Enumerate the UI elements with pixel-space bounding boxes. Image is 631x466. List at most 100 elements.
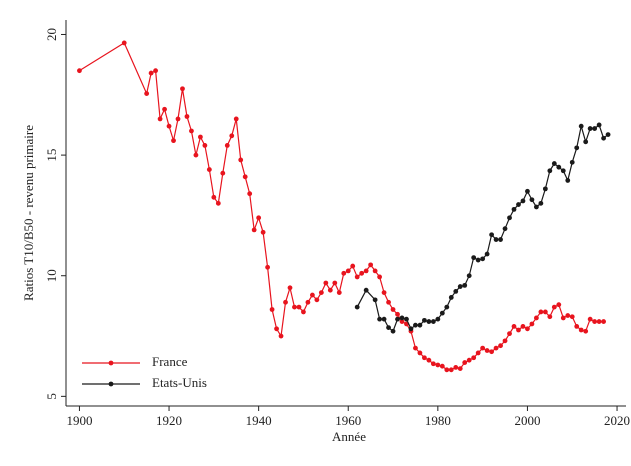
- data-point: [238, 157, 244, 163]
- data-point: [439, 310, 445, 316]
- data-point: [417, 322, 423, 328]
- data-point: [538, 309, 544, 315]
- x-tick-label: 1960: [335, 413, 361, 428]
- data-point: [336, 290, 342, 296]
- data-point: [569, 314, 575, 320]
- data-point: [372, 268, 378, 274]
- data-point: [520, 323, 526, 329]
- data-point: [462, 282, 468, 288]
- data-point: [162, 106, 167, 112]
- data-point: [601, 319, 606, 324]
- data-point: [605, 132, 611, 137]
- data-point: [587, 316, 593, 322]
- data-point: [327, 287, 333, 293]
- data-point: [413, 322, 418, 328]
- x-tick-label: 1940: [246, 413, 272, 428]
- data-point: [323, 280, 329, 286]
- x-tick-label: 2000: [514, 413, 540, 428]
- data-point: [525, 326, 530, 332]
- data-point: [251, 227, 257, 233]
- data-point: [430, 319, 436, 324]
- data-point: [256, 215, 262, 221]
- data-point: [565, 313, 571, 318]
- data-point: [534, 204, 539, 210]
- data-point: [453, 365, 459, 370]
- data-point: [475, 350, 481, 356]
- data-point: [484, 348, 490, 353]
- legend-marker: [108, 381, 114, 387]
- data-point: [578, 327, 584, 333]
- data-point: [471, 255, 477, 261]
- y-axis-title: Ratios T10/B50 - revenu primaire: [21, 125, 36, 301]
- data-point: [354, 274, 360, 280]
- data-point: [381, 316, 387, 322]
- data-point: [448, 295, 454, 300]
- data-point: [202, 143, 208, 148]
- data-point: [484, 251, 490, 257]
- data-point: [547, 314, 553, 320]
- data-point: [538, 200, 544, 206]
- data-point: [569, 159, 575, 165]
- data-point: [444, 304, 450, 310]
- data-point: [292, 304, 297, 310]
- x-axis-title: Année: [332, 429, 366, 444]
- data-point: [448, 367, 454, 373]
- data-point: [242, 174, 248, 180]
- data-point: [399, 315, 405, 321]
- data-point: [525, 188, 530, 194]
- data-point: [395, 311, 400, 317]
- data-point: [77, 68, 82, 74]
- data-point: [359, 270, 365, 276]
- data-point: [314, 297, 320, 303]
- data-point: [422, 317, 427, 323]
- data-point: [153, 68, 159, 74]
- data-point: [430, 361, 436, 367]
- data-point: [390, 328, 396, 334]
- data-point: [457, 366, 463, 372]
- data-point: [408, 326, 414, 332]
- data-point: [534, 315, 539, 321]
- data-point: [583, 139, 589, 145]
- data-point: [520, 198, 526, 204]
- data-point: [283, 299, 288, 305]
- data-point: [198, 134, 203, 140]
- x-tick-label: 1920: [156, 413, 182, 428]
- data-point: [493, 345, 499, 351]
- x-tick-label: 1900: [66, 413, 92, 428]
- data-point: [390, 307, 396, 312]
- legend-marker: [108, 360, 114, 366]
- data-point: [529, 197, 535, 203]
- legend-label: France: [152, 354, 188, 369]
- data-point: [435, 362, 441, 368]
- data-point: [596, 319, 602, 324]
- data-point: [422, 355, 427, 361]
- data-point: [211, 194, 217, 200]
- data-point: [560, 168, 566, 174]
- data-point: [310, 292, 315, 298]
- data-point: [551, 304, 557, 310]
- data-point: [511, 323, 517, 329]
- data-point: [381, 290, 387, 296]
- data-point: [578, 123, 584, 129]
- data-point: [529, 321, 535, 327]
- data-point: [377, 316, 382, 322]
- data-point: [475, 257, 481, 263]
- x-tick-label: 2020: [604, 413, 630, 428]
- data-point: [278, 333, 284, 339]
- data-point: [511, 206, 517, 212]
- data-point: [180, 86, 185, 92]
- data-point: [502, 226, 508, 232]
- data-point: [224, 143, 230, 148]
- data-point: [148, 70, 154, 76]
- data-point: [220, 170, 226, 176]
- data-point: [489, 349, 494, 355]
- data-point: [305, 299, 311, 305]
- data-point: [462, 360, 468, 365]
- legend-label: Etats-Unis: [152, 375, 207, 390]
- data-point: [601, 135, 606, 141]
- data-point: [471, 355, 477, 361]
- data-point: [363, 268, 369, 274]
- data-point: [480, 256, 486, 262]
- data-point: [453, 289, 459, 294]
